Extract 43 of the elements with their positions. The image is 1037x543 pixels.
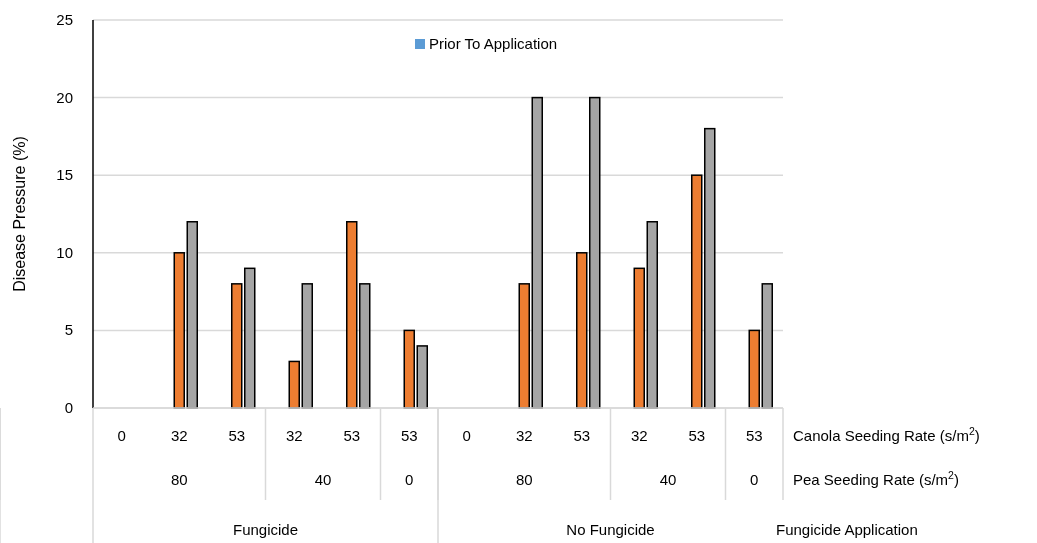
text: 80 xyxy=(170,471,188,488)
x-tick-label: 32 xyxy=(170,427,188,444)
y-axis-title: Disease Pressure (%) xyxy=(11,136,28,292)
x-tick-label: 53 xyxy=(745,427,763,444)
text: 40 xyxy=(314,471,332,488)
x-tick-label: 0 xyxy=(117,427,126,444)
y-tick-label: 20 xyxy=(56,88,73,106)
x-tick-label: 53 xyxy=(573,427,591,444)
x-tick-label: 53 xyxy=(400,427,418,444)
bar xyxy=(186,221,198,409)
bar xyxy=(403,329,415,409)
legend-label: Prior To Application xyxy=(429,35,558,52)
bar xyxy=(531,96,543,409)
y-tick-label: 10 xyxy=(56,243,73,261)
text: 0 xyxy=(405,471,414,488)
y-tick-label: 25 xyxy=(56,11,73,28)
bar xyxy=(173,252,185,409)
x-tick-label: 32 xyxy=(630,427,648,444)
bar xyxy=(761,283,773,409)
x-tick-label: 53 xyxy=(688,427,706,444)
bar xyxy=(633,267,645,409)
y-tick-label: 5 xyxy=(64,321,73,339)
text: Canola Seeding Rate (s/m$^{2}$) xyxy=(793,425,980,444)
x-tick-label: 0 xyxy=(462,427,471,444)
text: Fungicide Application xyxy=(776,521,918,538)
bar xyxy=(646,221,658,409)
y-tick-label: 15 xyxy=(56,166,73,184)
y-tick-label: 0 xyxy=(64,399,73,416)
bar xyxy=(288,360,300,409)
x-tick-label: 53 xyxy=(228,427,246,444)
x-tick-label: 53 xyxy=(343,427,361,444)
bar xyxy=(301,283,313,409)
text: No Fungicide xyxy=(566,521,655,538)
bar xyxy=(518,283,530,409)
text: 0 xyxy=(750,471,759,488)
x-tick-label: 32 xyxy=(515,427,533,444)
text: 80 xyxy=(515,471,533,488)
text: 40 xyxy=(659,471,677,488)
bar xyxy=(416,345,428,409)
text: Fungicide xyxy=(232,521,299,538)
bar xyxy=(748,329,760,409)
text: Pea Seeding Rate (s/m$^{2}$) xyxy=(793,469,959,488)
x-tick-label: 32 xyxy=(285,427,303,444)
